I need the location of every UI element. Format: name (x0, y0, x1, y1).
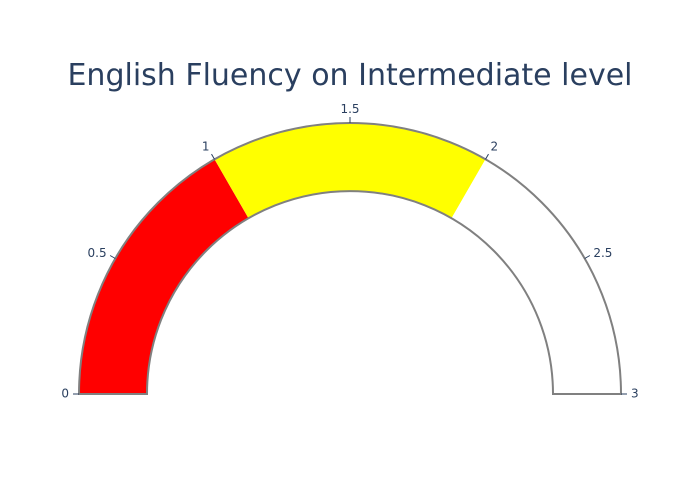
gauge-tick-label-1: 0.5 (88, 246, 107, 260)
chart-title: English Fluency on Intermediate level (67, 58, 633, 93)
gauge-tick-label-3: 1.5 (340, 102, 359, 116)
gauge-tick-label-5: 2.5 (593, 246, 612, 260)
gauge-tick-1 (109, 255, 116, 259)
gauge-tick-label-6: 3 (631, 387, 639, 401)
gauge-step-1 (214, 122, 486, 219)
gauge-tick-4 (485, 153, 489, 160)
gauge-tick-5 (584, 255, 591, 259)
gauge-step-0 (79, 159, 249, 394)
gauge-tick-label-4: 2 (491, 140, 499, 154)
gauge-tick-label-2: 1 (202, 140, 210, 154)
gauge-step-2 (451, 159, 621, 394)
gauge-border (77, 122, 623, 395)
gauge-tick-label-0: 0 (61, 387, 69, 401)
gauge-tick-2 (211, 153, 215, 160)
